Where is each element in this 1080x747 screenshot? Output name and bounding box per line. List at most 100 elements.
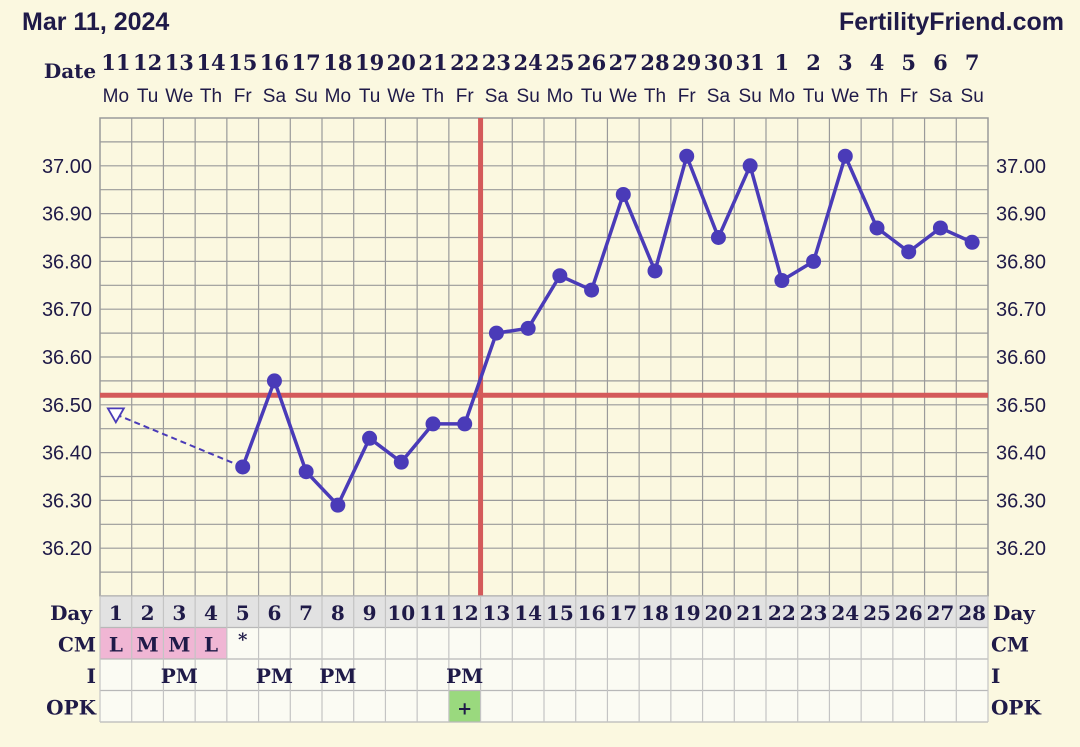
date-label: 15 <box>228 50 257 75</box>
y-tick-label-right: 36.20 <box>996 538 1046 560</box>
brand-logo-text: FertilityFriend.com <box>838 8 1064 36</box>
cycle-day-number: 28 <box>958 601 986 625</box>
cycle-day-number: 24 <box>831 601 859 625</box>
cycle-day-number: 6 <box>267 601 281 625</box>
temperature-point <box>774 273 790 289</box>
date-label: 1 <box>775 50 790 75</box>
date-label: 27 <box>609 50 638 75</box>
date-label: 26 <box>577 50 606 75</box>
date-label: 6 <box>933 50 948 75</box>
weekday-label: We <box>831 86 859 107</box>
cycle-day-number: 3 <box>172 601 186 625</box>
weekday-label: Tu <box>137 86 158 107</box>
y-tick-label-right: 36.40 <box>996 443 1046 465</box>
weekday-label: Sa <box>263 86 287 107</box>
temperature-line-segment <box>621 192 657 273</box>
row-label-right: CM <box>991 632 1029 656</box>
y-tick-label-left: 36.90 <box>42 204 92 226</box>
row-cell-value: M <box>168 632 190 656</box>
temperature-point <box>901 244 917 260</box>
temperature-point <box>330 497 346 513</box>
date-label: 21 <box>418 50 447 75</box>
cycle-day-number: 14 <box>514 601 542 625</box>
weekday-label: Su <box>295 86 318 107</box>
date-label: 16 <box>260 50 289 75</box>
row-cell-value: PM <box>446 664 483 688</box>
weekday-label: Mo <box>547 86 573 107</box>
cycle-day-number: 11 <box>419 601 447 625</box>
day-row-label-right: Day <box>993 601 1036 625</box>
y-tick-label-left: 36.80 <box>42 251 92 273</box>
row-cell-value: L <box>204 632 218 656</box>
temperature-line-segment <box>716 164 752 240</box>
chart-date-header: Mar 11, 2024 <box>22 8 170 36</box>
row-cell-value: PM <box>319 664 356 688</box>
weekday-label: Fr <box>678 86 697 107</box>
weekday-label: Th <box>644 86 666 107</box>
date-label: 3 <box>838 50 853 75</box>
cycle-day-number: 17 <box>609 601 637 625</box>
weekday-label: Mo <box>103 86 129 107</box>
cm-highlight-cell <box>131 627 164 659</box>
date-label: 5 <box>901 50 916 75</box>
weekday-label: Fr <box>900 86 919 107</box>
weekday-label: Sa <box>707 86 731 107</box>
weekday-label: Su <box>961 86 984 107</box>
temperature-line-segment <box>843 154 879 230</box>
row-cell-value: M <box>137 632 159 656</box>
y-tick-label-right: 36.50 <box>996 395 1046 417</box>
row-cell-value: PM <box>161 664 198 688</box>
row-label-left: I <box>87 664 96 688</box>
temperature-line-segment <box>462 331 499 426</box>
cycle-day-number: 4 <box>204 601 218 625</box>
date-label: 22 <box>450 50 479 75</box>
y-tick-label-right: 36.70 <box>996 299 1046 321</box>
cycle-day-number: 10 <box>387 601 415 625</box>
temperature-line-segment <box>272 379 308 474</box>
day-row-label-left: Day <box>50 601 93 625</box>
weekday-label: Tu <box>581 86 602 107</box>
row-label-left: OPK <box>46 695 96 719</box>
weekday-label: Fr <box>234 86 253 107</box>
cycle-day-number: 12 <box>451 601 479 625</box>
date-label: 2 <box>806 50 821 75</box>
cycle-day-number: 19 <box>673 601 701 625</box>
cycle-day-number: 2 <box>141 601 155 625</box>
temperature-line-segment <box>304 469 340 507</box>
cycle-day-number: 13 <box>483 601 511 625</box>
temperature-line-segment <box>653 154 689 273</box>
row-label-left: CM <box>58 632 96 656</box>
cycle-day-number: 23 <box>800 601 828 625</box>
date-label: 17 <box>292 50 321 75</box>
dashed-connector <box>115 413 244 468</box>
temperature-point <box>869 220 885 236</box>
temperature-line-segment <box>336 436 372 507</box>
temperature-point <box>552 268 568 284</box>
temperature-line-segment <box>748 164 784 283</box>
cycle-day-number: 27 <box>927 601 955 625</box>
temperature-line-segment <box>526 273 562 331</box>
cycle-day-number: 20 <box>705 601 733 625</box>
date-label: 25 <box>545 50 574 75</box>
temperature-line-segment <box>399 422 435 464</box>
date-label: 20 <box>387 50 416 75</box>
temperature-point <box>393 454 409 470</box>
weekday-label: Mo <box>325 86 351 107</box>
y-tick-label-left: 36.50 <box>42 395 92 417</box>
date-label: 28 <box>640 50 669 75</box>
temperature-point <box>710 230 726 245</box>
y-tick-label-left: 36.70 <box>42 299 92 321</box>
y-tick-label-left: 37.00 <box>42 156 92 178</box>
weekday-label: Th <box>422 86 444 107</box>
cycle-day-number: 16 <box>578 601 606 625</box>
temperature-line-segment <box>240 379 277 469</box>
weekday-label: Sa <box>929 86 953 107</box>
cycle-day-number: 18 <box>641 601 669 625</box>
temperature-point <box>679 148 695 164</box>
temperature-point <box>298 464 314 480</box>
weekday-label: Mo <box>769 86 795 107</box>
temperature-point <box>932 220 948 236</box>
cycle-day-number: 1 <box>109 601 123 625</box>
temperature-line-segment <box>684 154 721 240</box>
